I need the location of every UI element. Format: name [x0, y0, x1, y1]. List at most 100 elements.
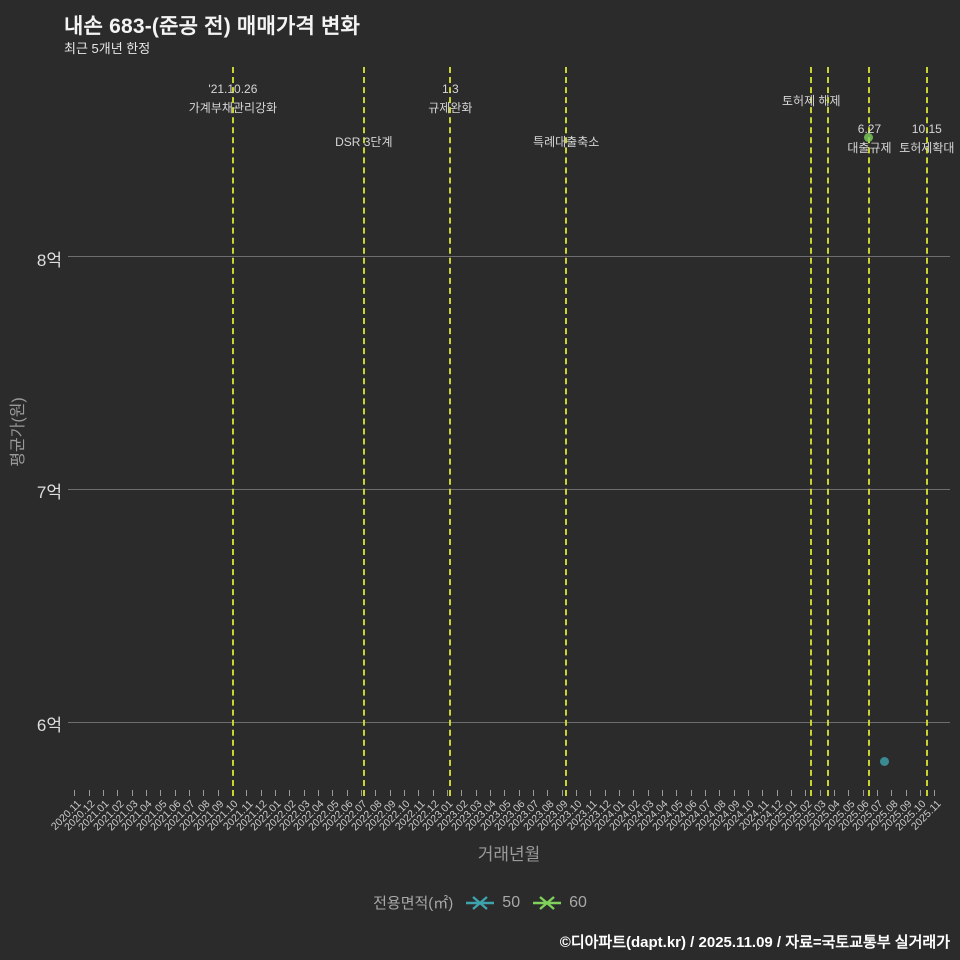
event-line	[231, 67, 234, 796]
event-label: 규제완화	[428, 101, 473, 115]
x-tick-mark	[790, 790, 792, 796]
x-tick-mark	[446, 790, 448, 796]
x-tick-mark	[160, 790, 162, 796]
x-tick-mark	[747, 790, 749, 796]
x-tick-mark	[819, 790, 821, 796]
asterisk-marker-icon	[466, 895, 495, 910]
x-tick-mark	[289, 790, 291, 796]
event-label: DSR 3단계	[335, 135, 393, 149]
x-tick-mark	[862, 790, 864, 796]
x-tick-mark	[317, 790, 319, 796]
legend-title: 전용면적(㎡)	[373, 895, 454, 912]
chart-subtitle: 최근 5개년 한정	[64, 41, 151, 56]
x-tick-mark	[260, 790, 262, 796]
x-tick-mark	[547, 790, 549, 796]
x-tick-mark	[360, 790, 362, 796]
x-axis-title: 거래년월	[477, 845, 541, 864]
x-tick-mark	[203, 790, 205, 796]
data-point-50[interactable]	[880, 757, 890, 767]
x-tick-mark	[375, 790, 377, 796]
x-tick-mark	[74, 790, 76, 796]
x-tick-mark	[274, 790, 276, 796]
legend: 전용면적(㎡) 50 60	[0, 892, 960, 913]
x-tick-mark	[633, 790, 635, 796]
x-tick-mark	[919, 790, 921, 796]
x-tick-mark	[776, 790, 778, 796]
x-tick-mark	[733, 790, 735, 796]
x-tick-mark	[833, 790, 835, 796]
x-tick-mark	[805, 790, 807, 796]
x-tick-mark	[217, 790, 219, 796]
x-tick-mark	[604, 790, 606, 796]
x-tick-mark	[532, 790, 534, 796]
event-line	[925, 67, 928, 796]
x-tick-mark	[618, 790, 620, 796]
x-tick-mark	[303, 790, 305, 796]
x-tick-mark	[346, 790, 348, 796]
event-line	[362, 67, 365, 796]
event-label: 토허제 해제	[781, 94, 841, 108]
event-line	[810, 67, 813, 796]
x-tick-mark	[246, 790, 248, 796]
event-label: 가계부채관리강화	[188, 101, 278, 115]
x-tick-mark	[461, 790, 463, 796]
event-line	[565, 67, 568, 796]
x-tick-mark	[117, 790, 119, 796]
data-point-60[interactable]	[863, 133, 873, 143]
x-tick-mark	[88, 790, 90, 796]
event-line	[868, 67, 871, 796]
x-tick-mark	[704, 790, 706, 796]
legend-label-60: 60	[569, 893, 587, 911]
x-tick-mark	[102, 790, 104, 796]
x-tick-mark	[719, 790, 721, 796]
x-tick-mark	[475, 790, 477, 796]
x-tick-mark	[145, 790, 147, 796]
y-tick-label: 8억	[36, 250, 62, 270]
x-tick-mark	[876, 790, 878, 796]
x-tick-mark	[647, 790, 649, 796]
footer-credit: ©디아파트(dapt.kr) / 2025.11.09 / 자료=국토교통부 실…	[559, 934, 950, 951]
event-label: 10.15	[911, 122, 942, 136]
event-label: '21.10.26	[208, 82, 258, 96]
x-tick-mark	[905, 790, 907, 796]
x-tick-mark	[131, 790, 133, 796]
x-tick-mark	[418, 790, 420, 796]
event-line	[449, 67, 452, 796]
event-label: 대출규제	[847, 141, 892, 155]
legend-item-50[interactable]: 50	[465, 894, 520, 912]
x-tick-mark	[174, 790, 176, 796]
x-tick-mark	[934, 790, 936, 796]
chart-title: 내손 683-(준공 전) 매매가격 변화	[64, 15, 361, 38]
x-tick-mark	[690, 790, 692, 796]
x-tick-mark	[661, 790, 663, 796]
x-tick-mark	[504, 790, 506, 796]
x-tick-mark	[891, 790, 893, 796]
y-gridline	[68, 721, 950, 723]
x-tick-mark	[489, 790, 491, 796]
x-tick-mark	[676, 790, 678, 796]
x-tick-mark	[389, 790, 391, 796]
x-tick-mark	[848, 790, 850, 796]
event-label: 토허제확대	[899, 141, 955, 155]
event-line	[827, 67, 830, 796]
y-gridline	[68, 256, 950, 257]
x-tick-mark	[332, 790, 334, 796]
x-tick-mark	[561, 790, 563, 796]
x-tick-mark	[403, 790, 405, 796]
x-tick-mark	[518, 790, 520, 796]
x-tick-mark	[590, 790, 592, 796]
x-tick-mark	[762, 790, 764, 796]
x-tick-mark	[575, 790, 577, 796]
y-tick-label: 7억	[36, 483, 62, 503]
y-tick-label: 6억	[36, 716, 62, 735]
x-tick-mark	[432, 790, 434, 796]
event-label: 1.3	[442, 82, 459, 96]
x-tick-mark	[188, 790, 190, 796]
event-label: 특례대출축소	[533, 135, 600, 149]
asterisk-marker-icon	[533, 895, 562, 910]
event-label: 6.27	[857, 122, 882, 136]
legend-item-60[interactable]: 60	[532, 894, 587, 912]
y-gridline	[68, 488, 950, 490]
